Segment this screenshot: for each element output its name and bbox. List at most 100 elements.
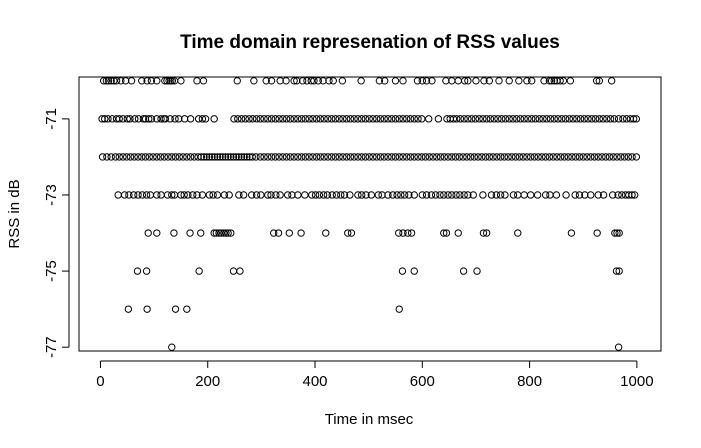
data-point [297,153,306,161]
data-point [369,115,377,123]
data-point [166,115,174,123]
data-point [460,191,468,199]
data-point [328,191,336,199]
data-point [168,153,176,161]
data-point [611,229,619,237]
y-tick-label: -71 [43,108,60,130]
data-point [614,343,623,351]
data-point [572,153,580,161]
data-point [183,305,191,313]
data-point [310,77,318,85]
data-point [147,77,156,85]
data-point [198,191,207,199]
data-point [256,153,265,161]
data-point [210,229,218,237]
data-point [227,153,235,161]
data-point [160,153,168,161]
data-point [202,153,211,161]
y-tick-label: -77 [43,336,60,358]
data-point [184,191,192,199]
data-point [213,153,222,161]
data-point [250,77,258,85]
data-point [528,115,536,123]
data-point [469,191,477,199]
data-point [316,153,325,161]
data-point [473,267,481,275]
data-point [130,191,138,199]
data-point [350,115,358,123]
data-point [617,153,625,161]
data-point [632,115,641,123]
data-point [210,115,218,123]
data-point [270,229,278,237]
x-tick-label: 800 [517,373,542,390]
data-point [540,77,548,85]
data-point [271,115,280,123]
data-point [632,153,641,161]
data-point [588,115,596,123]
data-point [229,153,238,161]
data-point [406,153,415,161]
data-point [422,191,431,199]
data-point [127,77,136,85]
data-point [580,115,588,123]
data-point [607,77,616,85]
data-point [286,153,295,161]
data-point [245,115,253,123]
data-point [369,153,377,161]
data-point [248,153,256,161]
data-point [448,191,456,199]
y-tick-label: -75 [43,260,60,282]
data-point [297,229,305,237]
data-point [171,153,180,161]
data-point [615,229,623,237]
data-point [119,153,127,161]
data-point [587,191,595,199]
data-point [606,115,615,123]
data-point [413,77,422,85]
data-point [211,153,219,161]
data-point [528,77,536,85]
data-point [367,191,376,199]
data-point [436,153,445,161]
x-axis-label: Time in msec [325,411,414,428]
data-point [444,153,452,161]
data-point [298,77,307,85]
data-point [271,153,280,161]
data-point [308,191,316,199]
data-point [470,153,479,161]
data-point [163,77,171,85]
data-point [490,115,498,123]
data-point [406,115,415,123]
data-point [198,115,207,123]
data-point [123,115,131,123]
data-point [107,77,115,85]
data-point [624,153,632,161]
data-point [232,153,240,161]
data-point [249,115,257,123]
data-point [171,305,180,313]
data-point [134,115,143,123]
data-point [101,115,109,123]
data-point [365,153,373,161]
data-point [126,115,134,123]
data-point [494,115,502,123]
data-point [217,229,225,237]
data-point [590,153,599,161]
data-point [452,191,460,199]
data-point [248,191,256,199]
data-point [384,153,392,161]
data-point [301,115,310,123]
data-point [125,191,133,199]
data-point [496,191,505,199]
data-point [373,153,381,161]
data-point [576,115,585,123]
data-point [403,153,411,161]
data-point [303,77,311,85]
data-point [391,153,400,161]
data-point [583,153,591,161]
data-point [324,115,332,123]
data-point [201,115,210,123]
data-point [612,267,621,275]
data-point [354,153,362,161]
